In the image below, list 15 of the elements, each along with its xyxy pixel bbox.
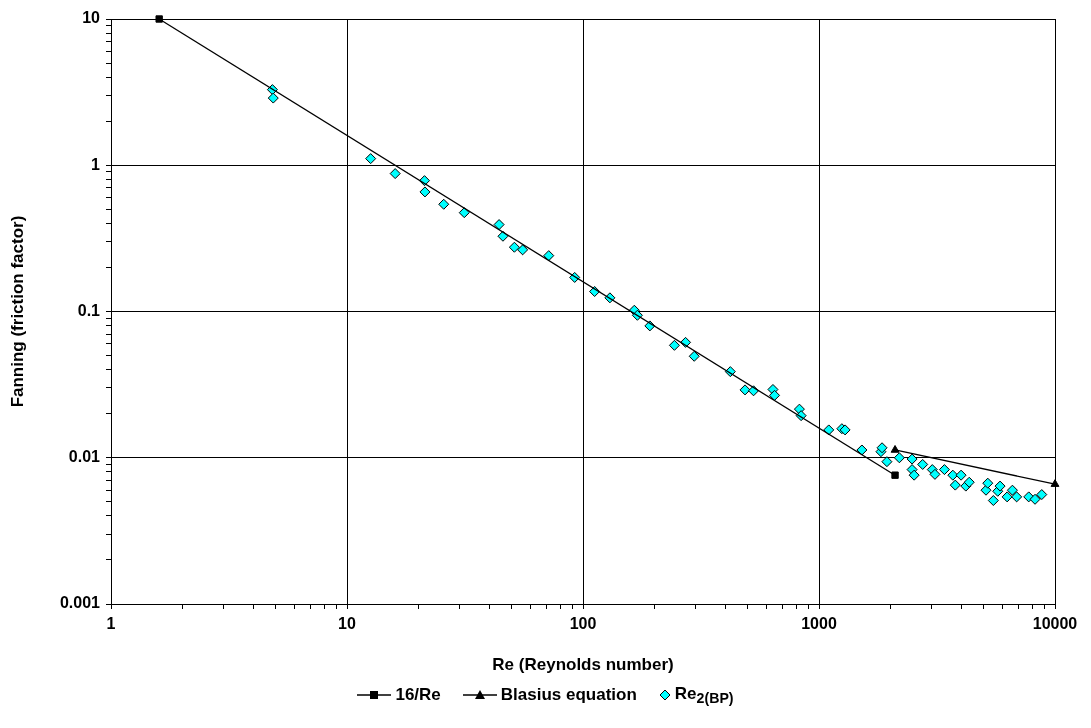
legend-label: Re$_{2(BP)}$: [674, 684, 734, 707]
x-axis-title: Re (Reynolds number): [492, 655, 674, 675]
x-tick-label: 1: [106, 615, 116, 633]
y-axis-title: Fanning (friction factor): [7, 215, 27, 408]
y-tick-label: 0.1: [77, 301, 101, 319]
x-tick-label: 1000: [801, 615, 837, 633]
y-tick-label: 1: [91, 155, 101, 173]
y-tick-label: 0.01: [68, 448, 101, 466]
x-tick-label: 10: [338, 615, 356, 633]
x-tick-label: 10000: [1032, 615, 1078, 633]
legend-label: 16/Re: [395, 685, 441, 706]
y-tick-label: 10: [82, 9, 101, 27]
legend-label: Blasius equation: [500, 685, 637, 706]
y-tick-label: 0.001: [59, 594, 101, 612]
x-tick-label: 100: [569, 615, 597, 633]
